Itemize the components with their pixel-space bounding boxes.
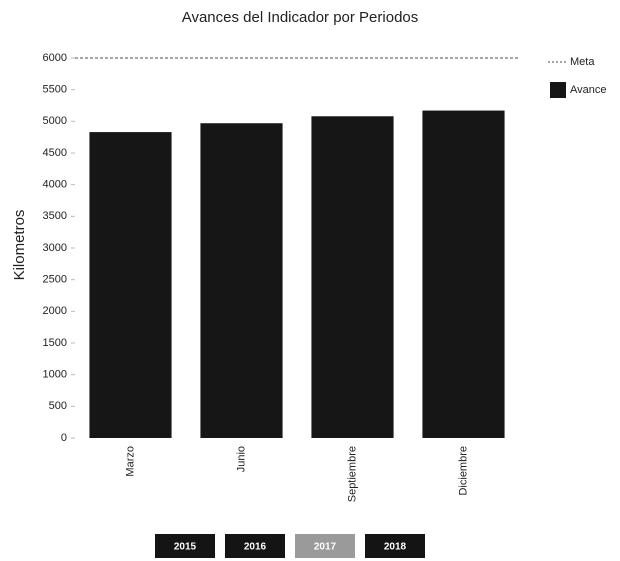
y-tick-label: 0 bbox=[61, 432, 67, 444]
year-button-label[interactable]: 2016 bbox=[244, 542, 267, 553]
x-tick-label: Diciembre bbox=[457, 446, 469, 496]
legend-label: Avance bbox=[570, 84, 607, 96]
year-button[interactable] bbox=[155, 534, 215, 558]
y-tick-label: 5000 bbox=[43, 115, 67, 127]
legend-swatch bbox=[550, 82, 566, 98]
year-button-label[interactable]: 2017 bbox=[314, 542, 337, 553]
y-tick-label: 5500 bbox=[43, 84, 67, 96]
bar bbox=[200, 123, 283, 438]
bar bbox=[311, 116, 394, 439]
year-button-label[interactable]: 2015 bbox=[174, 542, 197, 553]
y-tick-label: 1000 bbox=[43, 369, 67, 381]
x-tick-label: Junio bbox=[235, 446, 247, 472]
chart-title: Avances del Indicador por Periodos bbox=[182, 9, 419, 26]
year-button[interactable] bbox=[295, 534, 355, 558]
legend-label: Meta bbox=[570, 56, 595, 68]
bar bbox=[89, 132, 172, 438]
y-axis-label: Kilometros bbox=[11, 210, 28, 281]
y-tick-label: 500 bbox=[49, 400, 67, 412]
y-tick-label: 4500 bbox=[43, 147, 67, 159]
y-tick-label: 3500 bbox=[43, 210, 67, 222]
y-tick-label: 4000 bbox=[43, 179, 67, 191]
year-button[interactable] bbox=[365, 534, 425, 558]
x-tick-label: Septiembre bbox=[346, 446, 358, 502]
year-button[interactable] bbox=[225, 534, 285, 558]
y-tick-label: 6000 bbox=[43, 52, 67, 64]
y-tick-label: 2000 bbox=[43, 305, 67, 317]
x-tick-label: Marzo bbox=[124, 446, 136, 477]
y-tick-label: 1500 bbox=[43, 337, 67, 349]
y-tick-label: 2500 bbox=[43, 274, 67, 286]
bar bbox=[422, 110, 505, 439]
y-tick-label: 3000 bbox=[43, 242, 67, 254]
year-button-label[interactable]: 2018 bbox=[384, 542, 407, 553]
